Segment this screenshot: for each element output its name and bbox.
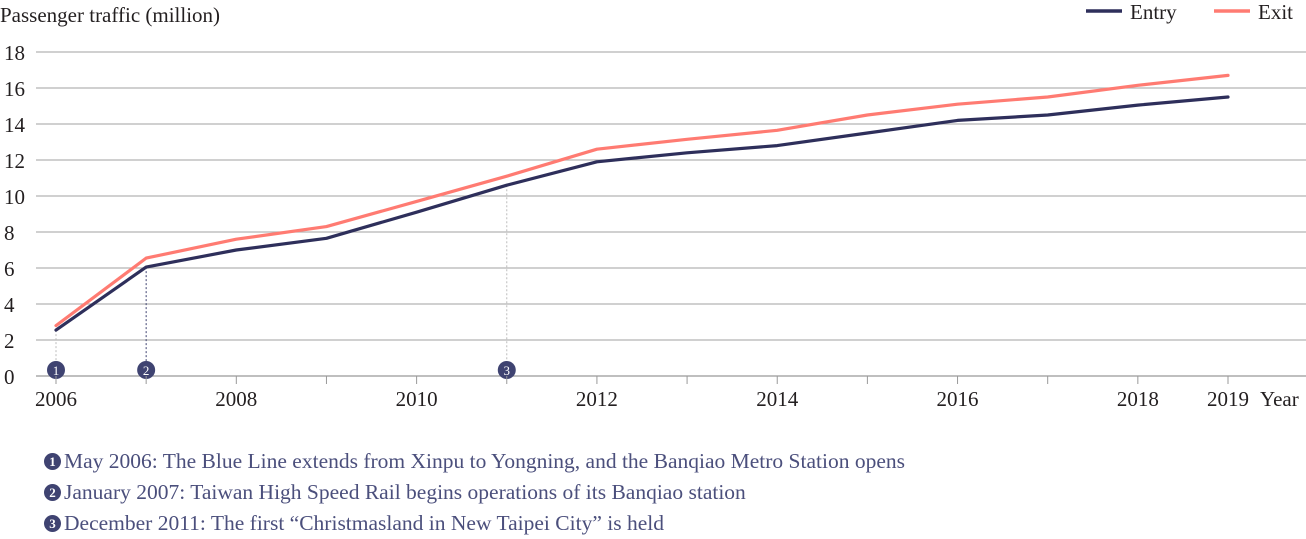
y-tick-label: 18	[4, 41, 25, 65]
note-1: 1 May 2006: The Blue Line extends from Xi…	[44, 446, 905, 477]
y-tick-label: 14	[4, 113, 26, 137]
note-text: May 2006: The Blue Line extends from Xin…	[64, 449, 905, 473]
note-text: January 2007: Taiwan High Speed Rail beg…	[64, 480, 746, 504]
annotation-marker	[497, 361, 516, 379]
series-line-entry	[54, 95, 1230, 332]
y-tick-label: 12	[4, 149, 25, 173]
annotation-marker	[137, 361, 156, 379]
x-tick-label: 2018	[1117, 387, 1159, 411]
y-tick-label: 16	[4, 77, 25, 101]
y-tick-label: 0	[4, 365, 15, 389]
annotation-marker-label: 3	[504, 363, 511, 378]
y-tick-label: 6	[4, 257, 15, 281]
annotation-notes: 1 May 2006: The Blue Line extends from Xi…	[44, 446, 905, 539]
x-tick-label: 2019	[1207, 387, 1249, 411]
x-tick-label: 2012	[576, 387, 618, 411]
marker-badge: 3	[44, 515, 61, 532]
y-tick-label: 2	[4, 329, 15, 353]
x-tick-label: 2010	[396, 387, 438, 411]
legend-label-entry: Entry	[1130, 0, 1177, 24]
x-tick-label: 2008	[215, 387, 257, 411]
marker-badge: 2	[44, 484, 61, 501]
note-2: 2 January 2007: Taiwan High Speed Rail be…	[44, 477, 905, 508]
annotation-marker	[47, 361, 65, 379]
x-tick-label: 2014	[756, 387, 799, 411]
note-3: 3 December 2011: The first “Christmasland…	[44, 508, 905, 539]
annotation-marker-label: 1	[53, 363, 60, 378]
x-tick-label: 2006	[35, 387, 77, 411]
legend-label-exit: Exit	[1258, 0, 1293, 24]
y-axis-title: Passenger traffic (million)	[0, 3, 220, 27]
y-tick-label: 10	[4, 185, 25, 209]
legend: Entry Exit	[1086, 0, 1293, 24]
x-tick-label: 2016	[937, 387, 979, 411]
marker-badge: 1	[44, 453, 61, 470]
y-tick-label: 8	[4, 221, 15, 245]
note-text: December 2011: The first “Christmasland …	[64, 511, 664, 535]
x-axis-title: Year	[1260, 387, 1299, 411]
annotation-marker-label: 2	[143, 363, 150, 378]
series-line-exit	[54, 73, 1230, 328]
y-tick-label: 4	[4, 293, 15, 317]
